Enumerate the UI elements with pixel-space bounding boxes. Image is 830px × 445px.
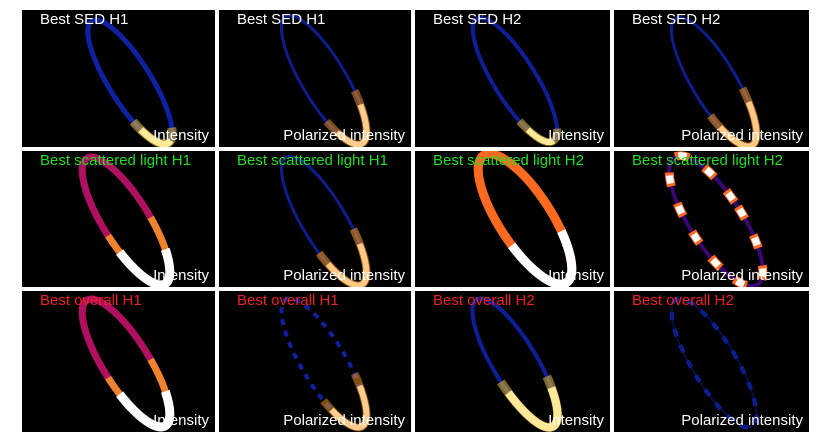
- panel-title: Best scattered light H1: [40, 152, 191, 169]
- disk-ring-image: [277, 11, 371, 147]
- disk-ring-image: [277, 294, 371, 432]
- panel-title: Best overall H1: [237, 292, 339, 309]
- panel-type-label: Polarized intensity: [283, 127, 405, 144]
- panel-title: Best SED H1: [40, 11, 129, 28]
- panel-best-scattered-light-h1-intensity: Best scattered light H1 Intensity: [22, 151, 215, 287]
- panel-title: Best SED H1: [237, 11, 326, 28]
- panel-title: Best SED H2: [632, 11, 721, 28]
- disk-ring-image: [277, 152, 371, 287]
- panel-title: Best overall H1: [40, 292, 142, 309]
- panel-best-overall-h1-intensity: Best overall H1 Intensity: [22, 291, 215, 432]
- panel-best-sed-h1-intensity: Best SED H1 Intensity: [22, 10, 215, 147]
- disk-ring-image: [467, 294, 563, 432]
- panel-type-label: Polarized intensity: [283, 412, 405, 429]
- panel-best-sed-h2-polarized-intensity: Best SED H2 Polarized intensity: [614, 10, 809, 147]
- disk-ring-image: [77, 294, 175, 432]
- panel-type-label: Intensity: [153, 127, 209, 144]
- panel-title: Best overall H2: [433, 292, 535, 309]
- panel-type-label: Polarized intensity: [681, 127, 803, 144]
- panel-type-label: Intensity: [548, 412, 604, 429]
- panel-title: Best SED H2: [433, 11, 522, 28]
- disk-ring-image: [77, 152, 175, 287]
- panel-type-label: Polarized intensity: [283, 267, 405, 284]
- disk-ring-image: [667, 13, 761, 147]
- disk-ring-image: [664, 151, 768, 287]
- panel-best-scattered-light-h2-polarized-intensity: Best scattered light H2 Polarized intens…: [614, 151, 809, 287]
- disk-ring-image: [473, 151, 577, 287]
- panel-title: Best scattered light H2: [632, 152, 783, 169]
- panel-title: Best overall H2: [632, 292, 734, 309]
- panel-best-overall-h2-polarized-intensity: Best overall H2 Polarized intensity: [614, 291, 809, 432]
- panel-best-sed-h1-polarized-intensity: Best SED H1 Polarized intensity: [219, 10, 411, 147]
- disk-ring-image: [669, 296, 759, 430]
- panel-type-label: Intensity: [153, 412, 209, 429]
- panel-best-overall-h2-intensity: Best overall H2 Intensity: [415, 291, 610, 432]
- panel-type-label: Polarized intensity: [681, 412, 803, 429]
- disk-ring-image: [468, 13, 562, 147]
- panel-type-label: Intensity: [153, 267, 209, 284]
- panel-title: Best scattered light H2: [433, 152, 584, 169]
- panel-best-sed-h2-intensity: Best SED H2 Intensity: [415, 10, 610, 147]
- panel-best-scattered-light-h2-intensity: Best scattered light H2 Intensity: [415, 151, 610, 287]
- panel-best-overall-h1-polarized-intensity: Best overall H1 Polarized intensity: [219, 291, 411, 432]
- disk-ring-image: [83, 15, 177, 147]
- panel-type-label: Intensity: [548, 267, 604, 284]
- panel-best-scattered-light-h1-polarized-intensity: Best scattered light H1 Polarized intens…: [219, 151, 411, 287]
- panel-type-label: Intensity: [548, 127, 604, 144]
- panel-title: Best scattered light H1: [237, 152, 388, 169]
- panel-type-label: Polarized intensity: [681, 267, 803, 284]
